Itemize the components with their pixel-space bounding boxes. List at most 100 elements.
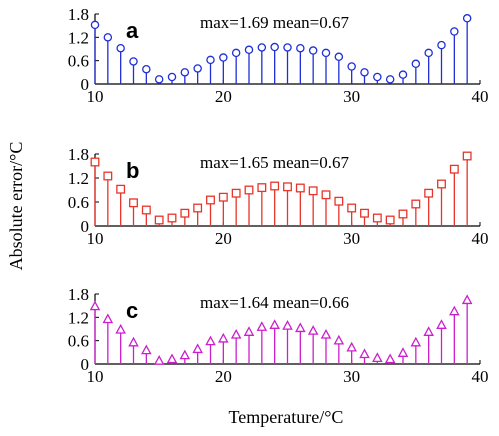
data-point-marker bbox=[449, 305, 460, 316]
data-point-marker bbox=[385, 215, 395, 225]
x-tick-label: 20 bbox=[215, 229, 232, 248]
data-point-marker bbox=[321, 48, 331, 58]
data-point-marker bbox=[283, 182, 292, 192]
data-point-marker bbox=[283, 43, 292, 52]
y-tick-label: 1.2 bbox=[68, 169, 89, 188]
panel-label: a bbox=[126, 18, 139, 43]
data-point-marker bbox=[219, 53, 228, 62]
data-point-marker bbox=[269, 319, 280, 329]
data-point-marker bbox=[90, 20, 100, 30]
x-tick-label: 20 bbox=[215, 87, 232, 106]
y-axis-label: Absolute error/°C bbox=[6, 142, 26, 271]
data-point-marker bbox=[437, 179, 446, 189]
data-point-marker bbox=[359, 348, 370, 359]
data-point-marker bbox=[141, 344, 152, 355]
data-point-marker bbox=[450, 27, 459, 36]
data-point-marker bbox=[180, 208, 190, 218]
data-point-marker bbox=[243, 326, 255, 336]
x-tick-label: 10 bbox=[87, 87, 104, 106]
data-point-marker bbox=[142, 64, 151, 74]
panels: 0 0.6 1.2 1.8 10 20 30 40 a max=1.69 mean=0.67 0 0.… bbox=[68, 5, 489, 386]
data-point-marker bbox=[116, 184, 126, 194]
data-point-marker bbox=[244, 185, 254, 195]
x-tick-label: 40 bbox=[472, 229, 489, 248]
data-point-marker bbox=[154, 75, 164, 84]
data-point-marker bbox=[231, 48, 241, 58]
data-point-marker bbox=[436, 319, 447, 329]
y-tick-label: 0 bbox=[81, 355, 90, 374]
data-point-marker bbox=[179, 349, 191, 360]
data-point-marker bbox=[397, 347, 409, 357]
data-point-marker bbox=[462, 14, 472, 23]
data-point-marker bbox=[270, 181, 280, 191]
data-point-marker bbox=[295, 183, 305, 193]
data-point-marker bbox=[334, 52, 344, 62]
data-point-marker bbox=[115, 323, 126, 334]
data-point-marker bbox=[385, 75, 395, 84]
data-point-marker bbox=[360, 68, 369, 77]
data-point-marker bbox=[346, 341, 357, 352]
data-point-marker bbox=[307, 325, 319, 335]
x-tick-label: 30 bbox=[343, 87, 360, 106]
data-point-marker bbox=[308, 46, 318, 55]
data-point-marker bbox=[218, 332, 229, 343]
data-point-marker bbox=[103, 33, 113, 42]
data-point-marker bbox=[257, 43, 267, 52]
y-tick-label: 0.6 bbox=[68, 332, 89, 351]
data-point-marker bbox=[128, 336, 139, 347]
x-tick-label: 30 bbox=[343, 229, 360, 248]
data-point-marker bbox=[461, 294, 473, 305]
data-point-marker bbox=[129, 57, 138, 66]
y-tick-label: 0.6 bbox=[68, 193, 89, 212]
x-tick-label: 10 bbox=[87, 367, 104, 386]
data-point-marker bbox=[384, 353, 396, 364]
data-point-marker bbox=[462, 151, 472, 161]
data-point-marker bbox=[410, 336, 422, 347]
data-point-marker bbox=[154, 215, 164, 225]
stats-annotation: max=1.64 mean=0.66 bbox=[200, 293, 349, 312]
data-point-marker bbox=[360, 208, 369, 218]
data-point-marker bbox=[167, 72, 177, 82]
data-point-marker bbox=[257, 183, 267, 193]
data-point-marker bbox=[449, 164, 459, 174]
data-point-marker bbox=[153, 355, 165, 365]
panel-label: b bbox=[126, 158, 139, 183]
data-point-marker bbox=[308, 186, 318, 196]
y-tick-label: 0 bbox=[81, 217, 90, 236]
y-tick-label: 1.8 bbox=[68, 145, 89, 164]
data-point-marker bbox=[423, 326, 434, 336]
panel-c: 0 0.6 1.2 1.8 10 20 30 40 c max=1.64 mean=0.66 bbox=[68, 285, 489, 386]
data-point-marker bbox=[205, 335, 216, 346]
data-point-marker bbox=[166, 353, 178, 364]
panel-b: 0 0.6 1.2 1.8 10 20 30 40 b max=1.65 mean=0.67 bbox=[68, 145, 489, 248]
x-tick-label: 40 bbox=[472, 367, 489, 386]
panel-label: c bbox=[126, 298, 138, 323]
data-point-marker bbox=[230, 328, 242, 339]
y-tick-label: 1.2 bbox=[68, 308, 89, 327]
data-point-marker bbox=[206, 195, 215, 205]
data-point-marker bbox=[372, 352, 383, 363]
data-point-marker bbox=[89, 300, 101, 311]
x-axis-label: Temperature/°C bbox=[229, 407, 344, 427]
y-tick-label: 0 bbox=[81, 75, 90, 94]
data-point-marker bbox=[424, 188, 434, 198]
data-point-marker bbox=[295, 322, 306, 333]
data-point-marker bbox=[103, 171, 113, 181]
data-point-marker bbox=[256, 321, 268, 331]
y-tick-label: 1.8 bbox=[68, 285, 89, 304]
data-point-marker bbox=[282, 320, 293, 330]
data-point-marker bbox=[270, 42, 279, 52]
data-point-marker bbox=[372, 213, 382, 223]
data-point-marker bbox=[193, 203, 203, 213]
data-point-marker bbox=[411, 199, 421, 209]
y-tick-label: 0.6 bbox=[68, 52, 89, 71]
data-point-marker bbox=[90, 157, 100, 167]
data-point-marker bbox=[244, 45, 254, 55]
x-tick-label: 20 bbox=[215, 367, 232, 386]
data-point-marker bbox=[180, 68, 190, 77]
data-point-marker bbox=[320, 328, 332, 339]
data-point-marker bbox=[296, 43, 305, 53]
data-point-marker bbox=[192, 343, 203, 354]
data-point-marker bbox=[333, 334, 345, 345]
data-point-marker bbox=[347, 203, 357, 213]
